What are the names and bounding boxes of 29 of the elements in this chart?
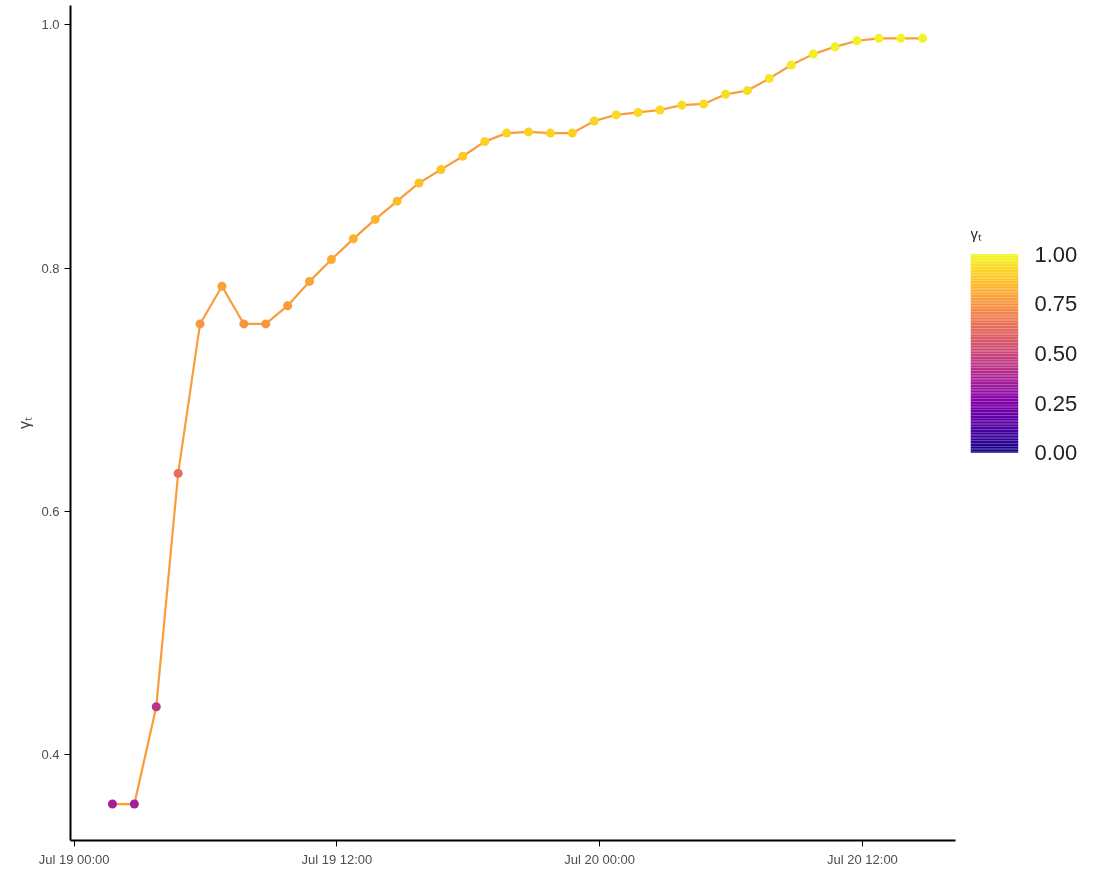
point	[392, 196, 402, 206]
x-tick-label: Jul 19 12:00	[301, 851, 373, 867]
point	[414, 178, 424, 188]
point	[239, 319, 249, 329]
y-tick-label: 0.4	[41, 746, 60, 762]
color-bar-title: γₜ	[16, 417, 34, 429]
color-bar-label: 0.75	[1034, 291, 1078, 317]
y-axis-title: γₜ	[970, 225, 982, 243]
x-tick-label: Jul 19 00:00	[38, 851, 110, 867]
x-tick-label: Jul 20 00:00	[564, 851, 636, 867]
point	[173, 468, 183, 478]
point	[370, 214, 380, 224]
point	[458, 151, 468, 161]
point	[195, 319, 205, 329]
y-tick-label: 0.6	[41, 503, 60, 519]
y-tick-label: 1.0	[41, 17, 60, 33]
y-tick-label: 0.8	[41, 260, 60, 276]
color-bar-label: 0.50	[1034, 340, 1078, 366]
point	[436, 165, 446, 175]
color-bar-label: 0.25	[1034, 390, 1078, 416]
point	[305, 276, 315, 286]
point	[261, 319, 271, 329]
point	[217, 281, 227, 291]
point	[326, 255, 336, 265]
point	[283, 301, 293, 311]
color-bar-label: 1.00	[1034, 241, 1078, 267]
point	[348, 234, 358, 244]
x-tick-label: Jul 20 12:00	[827, 851, 898, 867]
color-bar-label: 0.00	[1034, 440, 1078, 466]
